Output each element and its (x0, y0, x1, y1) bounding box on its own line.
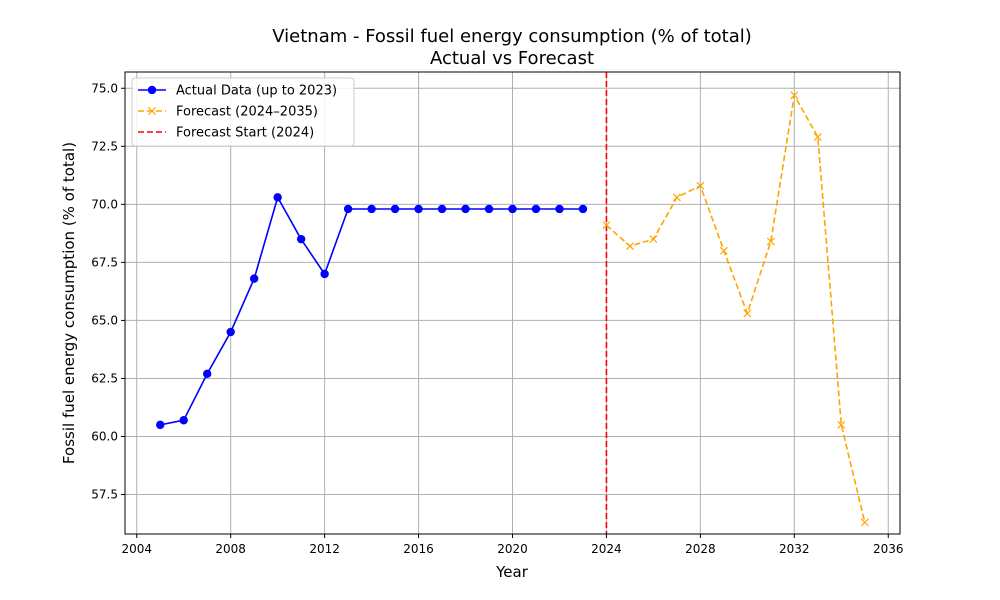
marker-stroke (719, 246, 728, 255)
chart-title: Vietnam - Fossil fuel energy consumption… (272, 26, 752, 47)
data-point-actual (320, 269, 329, 279)
x-tick-label: 2024 (591, 542, 622, 556)
x-tick-label: 2004 (121, 542, 152, 556)
data-point-actual (414, 204, 423, 214)
data-point-actual (484, 204, 494, 214)
data-point-actual (508, 204, 517, 214)
data-point-forecast (602, 221, 611, 230)
tick-layer: 2004 2008 2012 2016 2020 2024 2028 2032 2036 57.5… (91, 81, 903, 556)
data-point-actual (273, 193, 282, 202)
chart-subtitle: Actual vs Forecast (430, 48, 594, 69)
data-point-actual (156, 420, 165, 430)
y-tick-label: 62.5 (91, 371, 118, 385)
data-point-actual (390, 204, 400, 214)
legend-swatch-marker (147, 106, 157, 116)
data-point-forecast (696, 181, 705, 190)
legend-box (131, 77, 355, 147)
marker-stroke (766, 237, 775, 246)
data-point-forecast (790, 91, 799, 100)
legend-label: Forecast (2024–2035) (176, 105, 318, 120)
data-point-actual (226, 327, 235, 337)
data-point-forecast (743, 309, 752, 318)
data-point-forecast (672, 193, 681, 202)
chart-title-group: Vietnam - Fossil fuel energy consumption… (272, 26, 752, 69)
data-point-actual (555, 204, 564, 214)
y-tick-label: 67.5 (91, 255, 118, 269)
marker-stroke (672, 193, 681, 202)
data-point-actual (249, 274, 259, 283)
marker-stroke (625, 242, 634, 251)
x-tick-label: 2012 (309, 542, 340, 556)
marker-stroke (837, 420, 846, 429)
data-point-forecast (649, 235, 658, 244)
x-tick-label: 2028 (685, 542, 716, 556)
data-point-actual (437, 204, 447, 214)
x-axis-label: Year (495, 563, 529, 581)
data-point-forecast (625, 242, 634, 251)
data-point-actual (179, 416, 188, 425)
x-tick-label: 2016 (403, 542, 434, 556)
x-tick-label: 2032 (779, 542, 810, 556)
grid-layer (125, 72, 900, 534)
data-point-forecast (813, 132, 822, 142)
marker-stroke (860, 518, 869, 527)
y-tick-label: 72.5 (91, 139, 118, 153)
data-point-actual (343, 204, 353, 214)
x-tick-label: 2020 (497, 542, 528, 556)
marker-stroke (602, 221, 611, 230)
marker-stroke (790, 91, 799, 100)
y-axis-label: Fossil fuel energy consumption (% of tot… (60, 142, 78, 464)
data-point-forecast (766, 237, 775, 246)
data-point-actual (202, 369, 212, 379)
legend-swatch-marker (147, 85, 157, 95)
y-tick-label: 70.0 (91, 197, 118, 211)
data-point-actual (367, 204, 376, 214)
x-tick-label: 2036 (873, 542, 904, 556)
marker-stroke (696, 181, 705, 190)
y-tick-label: 75.0 (91, 81, 118, 95)
marker-stroke (813, 132, 822, 142)
data-point-forecast (719, 246, 728, 255)
data-point-forecast (860, 518, 869, 527)
legend-label: Forecast Start (2024) (176, 126, 314, 141)
data-point-actual (296, 234, 306, 244)
marker-stroke (649, 235, 658, 244)
x-tick-label: 2008 (215, 542, 246, 556)
y-tick-label: 60.0 (91, 429, 118, 443)
legend-label: Actual Data (up to 2023) (176, 84, 337, 99)
data-point-actual (531, 204, 541, 214)
data-point-actual (578, 204, 588, 214)
marker-stroke (743, 309, 752, 318)
data-point-forecast (837, 420, 846, 429)
series-line-forecast (605, 94, 866, 523)
plot-layer (156, 72, 869, 534)
data-point-actual (461, 204, 470, 214)
legend: Actual Data (up to 2023) Forecast (2024–2… (131, 77, 355, 147)
y-tick-label: 65.0 (91, 313, 118, 327)
y-tick-label: 57.5 (91, 488, 118, 502)
